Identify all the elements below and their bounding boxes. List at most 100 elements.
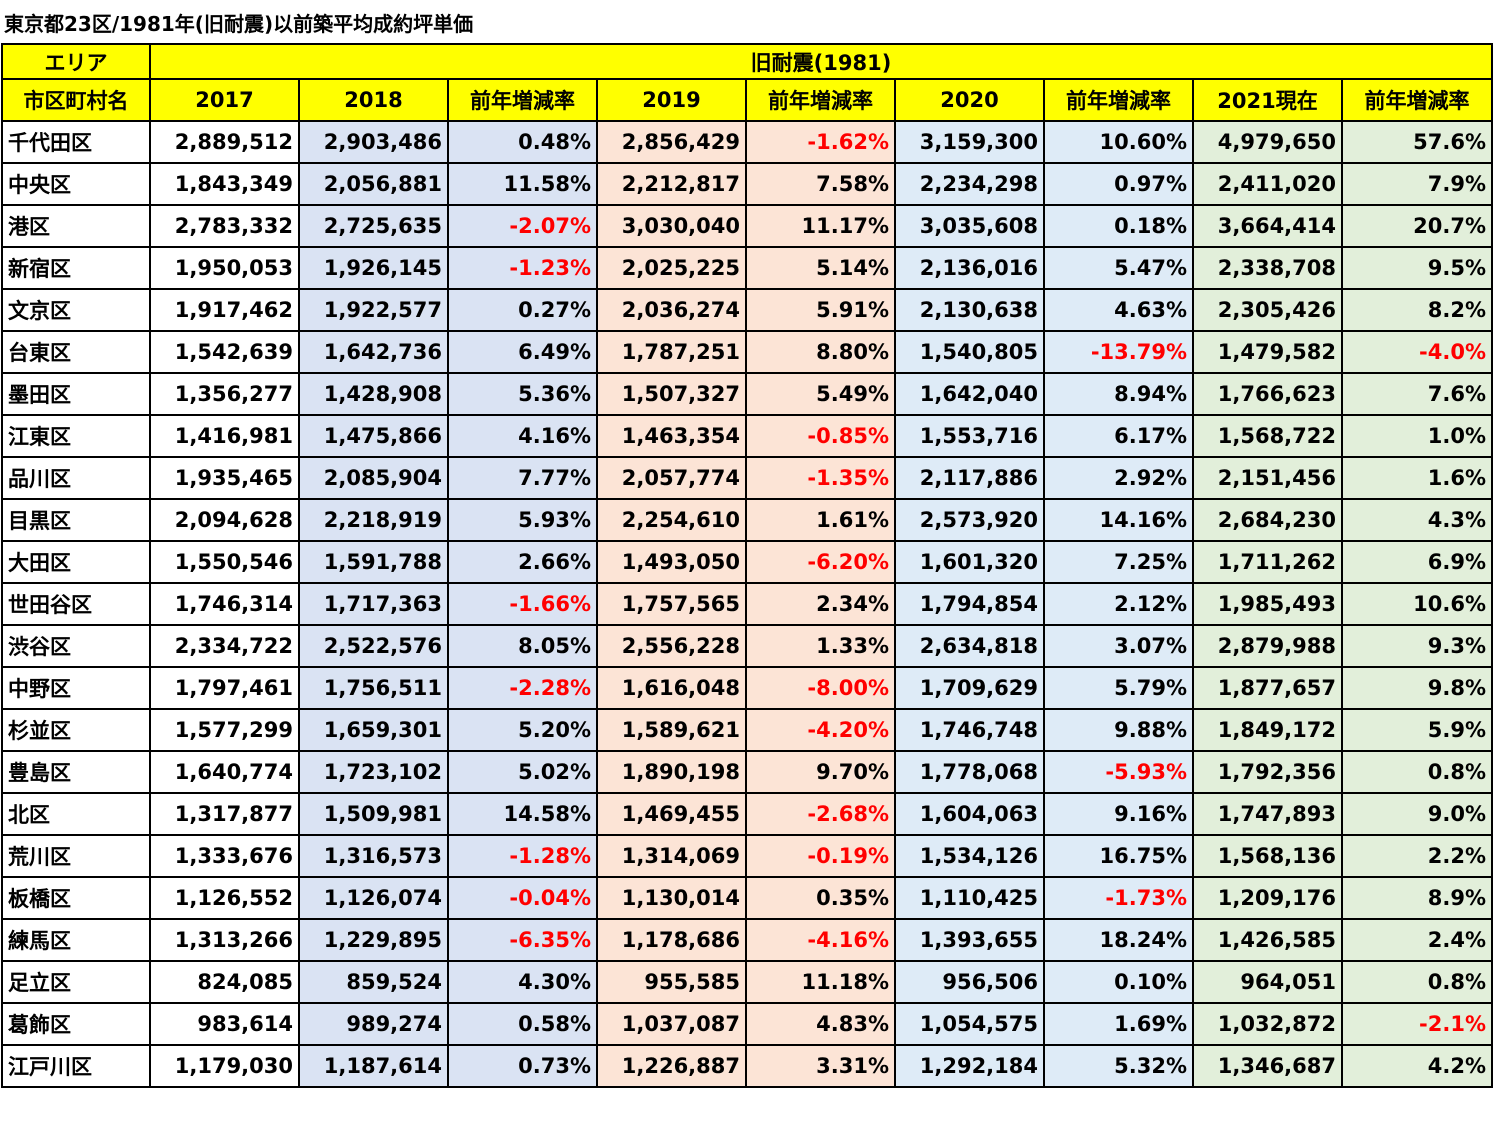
value-cell[interactable]: 8.94% (1043, 372, 1194, 416)
value-cell[interactable]: 11.18% (745, 960, 896, 1004)
value-cell[interactable]: 6.9% (1341, 540, 1493, 584)
ward-name-cell[interactable]: 葛飾区 (1, 1002, 151, 1046)
value-cell[interactable]: 983,614 (149, 1002, 300, 1046)
value-cell[interactable]: 1,601,320 (894, 540, 1045, 584)
value-cell[interactable]: 5.47% (1043, 246, 1194, 290)
value-cell[interactable]: 1,032,872 (1192, 1002, 1343, 1046)
value-cell[interactable]: -0.85% (745, 414, 896, 458)
value-cell[interactable]: 4.63% (1043, 288, 1194, 332)
value-cell[interactable]: -4.20% (745, 708, 896, 752)
value-cell[interactable]: 1,659,301 (298, 708, 449, 752)
value-cell[interactable]: 1,037,087 (596, 1002, 747, 1046)
value-cell[interactable]: 3.31% (745, 1044, 896, 1088)
value-cell[interactable]: 20.7% (1341, 204, 1493, 248)
value-cell[interactable]: 5.14% (745, 246, 896, 290)
value-cell[interactable]: 9.16% (1043, 792, 1194, 836)
ward-name-cell[interactable]: 江戸川区 (1, 1044, 151, 1088)
value-cell[interactable]: 9.70% (745, 750, 896, 794)
ward-name-cell[interactable]: 目黒区 (1, 498, 151, 542)
value-cell[interactable]: 5.02% (447, 750, 598, 794)
value-cell[interactable]: 1,746,314 (149, 582, 300, 626)
value-cell[interactable]: -0.19% (745, 834, 896, 878)
value-cell[interactable]: 2,573,920 (894, 498, 1045, 542)
value-cell[interactable]: 7.9% (1341, 162, 1493, 206)
value-cell[interactable]: 1,843,349 (149, 162, 300, 206)
value-cell[interactable]: 1,577,299 (149, 708, 300, 752)
value-cell[interactable]: 1,416,981 (149, 414, 300, 458)
value-cell[interactable]: 2,634,818 (894, 624, 1045, 668)
value-cell[interactable]: -8.00% (745, 666, 896, 710)
column-header[interactable]: 前年増減率 (745, 78, 896, 122)
value-cell[interactable]: 7.77% (447, 456, 598, 500)
value-cell[interactable]: 9.88% (1043, 708, 1194, 752)
ward-name-cell[interactable]: 千代田区 (1, 120, 151, 164)
value-cell[interactable]: 5.93% (447, 498, 598, 542)
value-cell[interactable]: 2,725,635 (298, 204, 449, 248)
value-cell[interactable]: 4.2% (1341, 1044, 1493, 1088)
ward-name-cell[interactable]: 江東区 (1, 414, 151, 458)
value-cell[interactable]: 7.6% (1341, 372, 1493, 416)
value-cell[interactable]: 1,591,788 (298, 540, 449, 584)
value-cell[interactable]: -13.79% (1043, 330, 1194, 374)
ward-name-cell[interactable]: 荒川区 (1, 834, 151, 878)
value-cell[interactable]: 2,056,881 (298, 162, 449, 206)
value-cell[interactable]: 10.6% (1341, 582, 1493, 626)
value-cell[interactable]: 1,479,582 (1192, 330, 1343, 374)
value-cell[interactable]: 5.91% (745, 288, 896, 332)
value-cell[interactable]: 4,979,650 (1192, 120, 1343, 164)
value-cell[interactable]: 3,664,414 (1192, 204, 1343, 248)
ward-name-cell[interactable]: 北区 (1, 792, 151, 836)
column-header[interactable]: 前年増減率 (447, 78, 598, 122)
value-cell[interactable]: 2,025,225 (596, 246, 747, 290)
value-cell[interactable]: 1,766,623 (1192, 372, 1343, 416)
value-cell[interactable]: 1,346,687 (1192, 1044, 1343, 1088)
ward-name-cell[interactable]: 杉並区 (1, 708, 151, 752)
ward-name-cell[interactable]: 渋谷区 (1, 624, 151, 668)
value-cell[interactable]: 1,553,716 (894, 414, 1045, 458)
value-cell[interactable]: 1,540,805 (894, 330, 1045, 374)
value-cell[interactable]: 0.10% (1043, 960, 1194, 1004)
value-cell[interactable]: 1,509,981 (298, 792, 449, 836)
value-cell[interactable]: 5.36% (447, 372, 598, 416)
value-cell[interactable]: -2.07% (447, 204, 598, 248)
value-cell[interactable]: 8.2% (1341, 288, 1493, 332)
value-cell[interactable]: 1,229,895 (298, 918, 449, 962)
value-cell[interactable]: 7.58% (745, 162, 896, 206)
value-cell[interactable]: 1,317,877 (149, 792, 300, 836)
value-cell[interactable]: 2,411,020 (1192, 162, 1343, 206)
value-cell[interactable]: 1,568,136 (1192, 834, 1343, 878)
value-cell[interactable]: 1,778,068 (894, 750, 1045, 794)
value-cell[interactable]: 1,333,676 (149, 834, 300, 878)
ward-name-cell[interactable]: 大田区 (1, 540, 151, 584)
value-cell[interactable]: 2,903,486 (298, 120, 449, 164)
value-cell[interactable]: 1.6% (1341, 456, 1493, 500)
value-cell[interactable]: 1,179,030 (149, 1044, 300, 1088)
value-cell[interactable]: 1,849,172 (1192, 708, 1343, 752)
value-cell[interactable]: 956,506 (894, 960, 1045, 1004)
value-cell[interactable]: 1,534,126 (894, 834, 1045, 878)
value-cell[interactable]: 5.20% (447, 708, 598, 752)
value-cell[interactable]: 8.9% (1341, 876, 1493, 920)
value-cell[interactable]: 4.83% (745, 1002, 896, 1046)
group-header[interactable]: 旧耐震(1981) (149, 43, 1493, 80)
ward-name-cell[interactable]: 練馬区 (1, 918, 151, 962)
value-cell[interactable]: 1,209,176 (1192, 876, 1343, 920)
value-cell[interactable]: 11.58% (447, 162, 598, 206)
value-cell[interactable]: 2,212,817 (596, 162, 747, 206)
ward-name-cell[interactable]: 港区 (1, 204, 151, 248)
ward-name-cell[interactable]: 豊島区 (1, 750, 151, 794)
value-cell[interactable]: 1,187,614 (298, 1044, 449, 1088)
column-header[interactable]: 2019 (596, 78, 747, 122)
value-cell[interactable]: 0.8% (1341, 750, 1493, 794)
value-cell[interactable]: 2,094,628 (149, 498, 300, 542)
value-cell[interactable]: 5.9% (1341, 708, 1493, 752)
ward-name-cell[interactable]: 世田谷区 (1, 582, 151, 626)
value-cell[interactable]: 5.49% (745, 372, 896, 416)
value-cell[interactable]: -1.35% (745, 456, 896, 500)
value-cell[interactable]: 1,747,893 (1192, 792, 1343, 836)
value-cell[interactable]: 1,469,455 (596, 792, 747, 836)
value-cell[interactable]: 16.75% (1043, 834, 1194, 878)
value-cell[interactable]: 1,426,585 (1192, 918, 1343, 962)
value-cell[interactable]: 1,507,327 (596, 372, 747, 416)
value-cell[interactable]: -1.62% (745, 120, 896, 164)
